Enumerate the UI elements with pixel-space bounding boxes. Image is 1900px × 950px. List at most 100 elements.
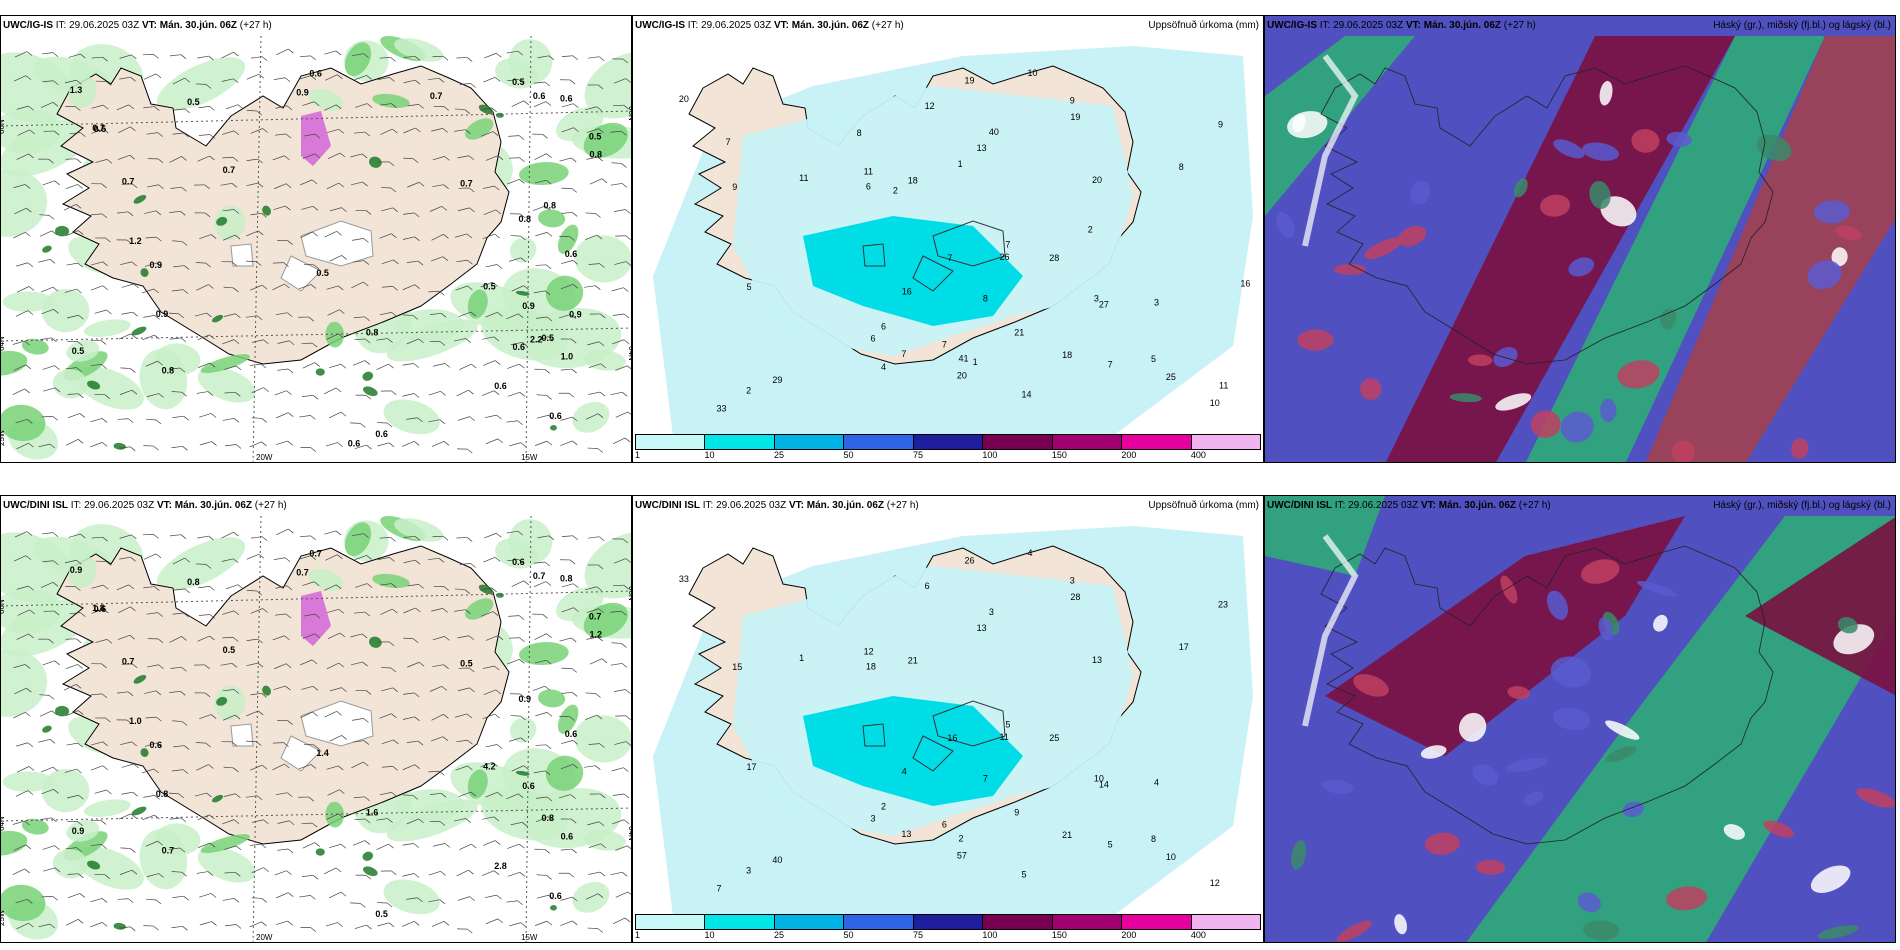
- wind-barb: [586, 128, 604, 134]
- wind-barb-shaft: [13, 75, 27, 82]
- gridline-15w: [525, 35, 532, 462]
- wind-barb-shaft: [561, 607, 574, 613]
- wind-barb: [41, 895, 58, 901]
- wind-barb-shaft: [324, 104, 337, 111]
- value-label: 20: [1092, 175, 1102, 185]
- wind-barb: [170, 186, 187, 192]
- wind-barb: [250, 692, 267, 698]
- wind-barb: [456, 389, 474, 397]
- wind-barb-flag: [442, 608, 448, 613]
- wind-barb: [354, 338, 371, 344]
- wind-barb: [480, 611, 499, 617]
- value-label: 0.8: [187, 577, 200, 587]
- wind-barb-shaft: [455, 713, 467, 718]
- wind-barb-shaft: [170, 666, 182, 669]
- wind-barb: [118, 606, 136, 614]
- wind-barb: [303, 263, 320, 270]
- wind-barb: [65, 367, 82, 372]
- wind-barb-shaft: [325, 442, 338, 447]
- value-label: 29: [772, 375, 782, 385]
- wind-barb: [326, 662, 345, 670]
- wind-barb-shaft: [481, 390, 495, 396]
- wind-barb-flag: [256, 261, 262, 266]
- wind-barb: [172, 289, 189, 294]
- wind-barb-flag: [54, 660, 60, 666]
- wind-barb: [299, 55, 316, 61]
- wind-barb-flag: [182, 769, 189, 774]
- wind-barb-flag: [388, 922, 395, 928]
- wind-barb: [403, 127, 421, 134]
- wind-barb-flag: [205, 564, 212, 569]
- wind-barb-flag: [53, 610, 60, 616]
- wind-barb-shaft: [325, 554, 338, 561]
- wind-barb-shaft: [194, 792, 207, 797]
- wind-barb-flag: [181, 391, 187, 397]
- wind-barb: [402, 441, 420, 447]
- wind-barb-shaft: [42, 660, 55, 666]
- wind-barb-shaft: [327, 309, 340, 316]
- wind-barb-flag: [101, 844, 107, 849]
- value-label: 7: [942, 340, 947, 350]
- wind-barb: [615, 235, 631, 241]
- wind-barb-flag: [288, 892, 294, 897]
- wind-barb-flag: [233, 689, 240, 694]
- wind-barb-flag: [600, 793, 606, 799]
- wind-barb-flag: [179, 847, 186, 853]
- wind-barb-flag: [77, 742, 84, 748]
- wind-barb-shaft: [326, 285, 339, 290]
- wind-barb-flag: [391, 233, 397, 238]
- wind-barb-flag: [79, 893, 86, 898]
- wind-barb: [510, 341, 528, 347]
- wind-barb: [352, 53, 369, 58]
- wind-barb-shaft: [171, 871, 182, 873]
- wind-barb: [300, 447, 317, 452]
- wind-barb: [355, 583, 373, 588]
- wind-barb-shaft: [588, 363, 601, 369]
- wind-barb: [173, 745, 190, 750]
- wind-barb-flag: [126, 239, 133, 245]
- precip-patch: [557, 224, 579, 254]
- wind-barb-shaft: [535, 796, 548, 799]
- wind-barb-shaft: [355, 583, 368, 588]
- wind-barb-shaft: [146, 132, 158, 135]
- wind-barb: [559, 79, 576, 85]
- wind-barb: [95, 80, 112, 86]
- precip-patch: [550, 905, 557, 911]
- wind-barb: [510, 235, 526, 241]
- wind-barb: [172, 240, 188, 246]
- precip-patch: [584, 51, 631, 119]
- wind-barb-flag: [285, 613, 292, 619]
- wind-barb: [327, 128, 345, 134]
- value-label: 0.7: [122, 656, 135, 666]
- wind-barb-shaft: [222, 417, 235, 421]
- precip-patch: [1540, 194, 1571, 217]
- wind-barb: [615, 891, 631, 898]
- wind-barb: [121, 283, 139, 289]
- wind-barb-shaft: [90, 418, 103, 423]
- precip-patch: [1763, 820, 1795, 838]
- wind-barb-shaft: [377, 442, 390, 447]
- wind-barb-shaft: [64, 559, 77, 564]
- wind-barb-flag: [235, 793, 241, 799]
- wind-barb: [536, 894, 554, 900]
- colorbar-tick-label: 400: [1190, 930, 1206, 940]
- wind-barb: [90, 364, 107, 369]
- wind-barb-shaft: [222, 714, 236, 721]
- wind-barb: [246, 73, 265, 80]
- wind-barb-shaft: [276, 528, 289, 536]
- wind-barb: [277, 820, 295, 826]
- wind-barb-flag: [76, 847, 82, 852]
- wind-barb: [14, 51, 33, 58]
- wind-barb-flag: [310, 55, 316, 61]
- wind-barb-shaft: [454, 818, 466, 822]
- wind-barb-shaft: [13, 184, 26, 189]
- wind-barb-flag: [571, 368, 577, 374]
- wind-barb: [612, 339, 630, 345]
- precip-patch: [362, 371, 374, 381]
- wind-barb: [507, 558, 524, 564]
- wind-barb-flag: [75, 106, 81, 111]
- value-label: 1.3: [70, 85, 83, 95]
- wind-barb-shaft: [66, 918, 79, 926]
- wind-barb-flag: [261, 693, 267, 698]
- wind-barb: [458, 667, 475, 673]
